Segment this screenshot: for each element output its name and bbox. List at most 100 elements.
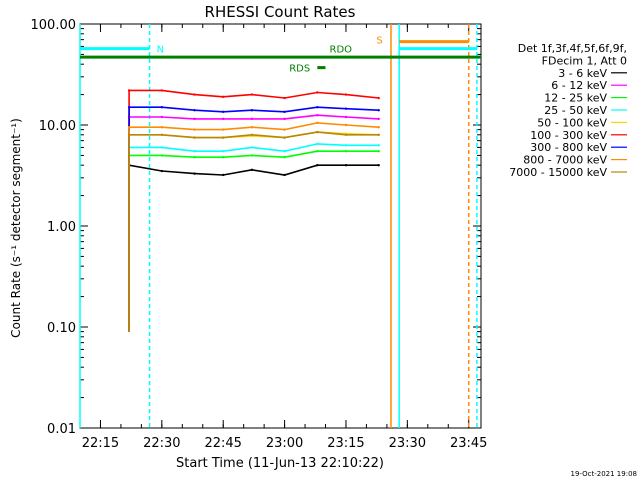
- data-point: [127, 106, 131, 109]
- data-point: [127, 133, 131, 136]
- data-point: [377, 163, 380, 167]
- data-point: [377, 150, 380, 153]
- data-point: [283, 150, 286, 153]
- legend-label: 3 - 6 keV: [558, 67, 607, 80]
- legend-label: 12 - 25 keV: [544, 92, 607, 105]
- data-point: [250, 146, 254, 149]
- data-point: [377, 126, 380, 129]
- data-point: [160, 133, 164, 136]
- data-point: [377, 96, 380, 100]
- data-point: [222, 128, 225, 131]
- annotation-rdo: RDO: [330, 45, 353, 56]
- data-point: [250, 168, 254, 172]
- data-point: [316, 163, 319, 167]
- legend-header: FDecim 1, Att 0: [542, 54, 627, 67]
- timestamp: 19-Oct-2021 19:08: [571, 470, 637, 478]
- series-line: [128, 150, 379, 332]
- x-tick-label: 22:30: [143, 436, 180, 451]
- series-line: [128, 89, 379, 332]
- data-point: [344, 144, 348, 147]
- y-tick-label: 10.00: [39, 119, 76, 134]
- x-tick-label: 23:00: [266, 436, 303, 451]
- data-point: [193, 136, 196, 139]
- annotation-rds: RDS: [289, 64, 310, 75]
- data-point: [377, 144, 380, 147]
- data-point: [160, 146, 164, 149]
- y-axis-label: Count Rate (s⁻¹ detector segment⁻¹): [9, 118, 23, 338]
- data-point: [344, 115, 348, 119]
- data-point: [222, 95, 225, 99]
- series-line: [128, 114, 379, 332]
- data-point: [283, 136, 286, 139]
- data-point: [160, 169, 164, 173]
- x-tick-label: 23:30: [389, 436, 426, 451]
- x-tick-label: 23:15: [327, 436, 364, 451]
- series-line: [128, 143, 379, 332]
- annotation-s: S: [376, 36, 382, 47]
- legend-label: 100 - 300 keV: [530, 129, 607, 142]
- data-point: [316, 91, 319, 94]
- data-point: [283, 128, 286, 131]
- data-point: [193, 172, 196, 175]
- data-point: [160, 126, 164, 129]
- data-point: [193, 93, 196, 96]
- x-tick-label: 23:45: [450, 436, 487, 451]
- legend-label: 6 - 12 keV: [551, 79, 607, 92]
- x-axis-label: Start Time (11-Jun-13 22:10:22): [176, 456, 384, 471]
- data-point: [283, 117, 286, 121]
- data-point: [222, 110, 225, 114]
- data-point: [193, 150, 196, 153]
- data-point: [250, 93, 254, 96]
- series-line: [128, 122, 379, 332]
- data-point: [250, 154, 254, 157]
- data-point: [127, 89, 131, 92]
- annotation-n: N: [157, 45, 164, 56]
- series-line: [128, 106, 379, 332]
- data-point: [377, 117, 380, 121]
- data-point: [377, 133, 380, 136]
- data-point: [222, 117, 225, 121]
- data-point: [250, 109, 254, 112]
- data-point: [377, 109, 380, 112]
- data-point: [222, 136, 225, 139]
- data-point: [250, 117, 254, 121]
- data-point: [193, 128, 196, 131]
- series-line: [128, 164, 379, 332]
- data-point: [250, 133, 254, 136]
- legend-header: Det 1f,3f,4f,5f,6f,9f,: [518, 42, 627, 55]
- x-tick-label: 22:45: [204, 436, 241, 451]
- data-point: [283, 173, 286, 177]
- y-tick-label: 0.10: [47, 321, 76, 336]
- data-point: [222, 173, 225, 177]
- data-point: [316, 106, 319, 109]
- data-point: [316, 150, 319, 153]
- x-tick-label: 22:15: [82, 436, 119, 451]
- data-point: [344, 93, 348, 96]
- plot-frame: [79, 23, 482, 429]
- y-tick-label: 1.00: [47, 220, 76, 235]
- data-point: [283, 96, 286, 100]
- legend-label: 50 - 100 keV: [537, 116, 607, 129]
- data-point: [193, 155, 196, 159]
- y-tick-label: 0.01: [47, 422, 76, 437]
- data-point: [193, 117, 196, 121]
- data-point: [222, 155, 225, 159]
- data-point: [127, 126, 131, 129]
- data-point: [316, 130, 319, 134]
- data-point: [316, 114, 319, 117]
- data-point: [160, 154, 164, 157]
- legend-label: 800 - 7000 keV: [523, 154, 607, 167]
- chart-title: RHESSI Count Rates: [205, 3, 356, 21]
- data-point: [283, 110, 286, 114]
- data-point: [344, 107, 348, 110]
- y-tick-label: 100.00: [31, 18, 77, 33]
- data-point: [344, 123, 348, 127]
- data-point: [344, 150, 348, 153]
- data-point: [222, 150, 225, 153]
- series-line: [128, 131, 379, 332]
- data-point: [283, 155, 286, 159]
- legend-label: 7000 - 15000 keV: [509, 166, 607, 179]
- data-point: [316, 142, 319, 146]
- data-point: [193, 109, 196, 112]
